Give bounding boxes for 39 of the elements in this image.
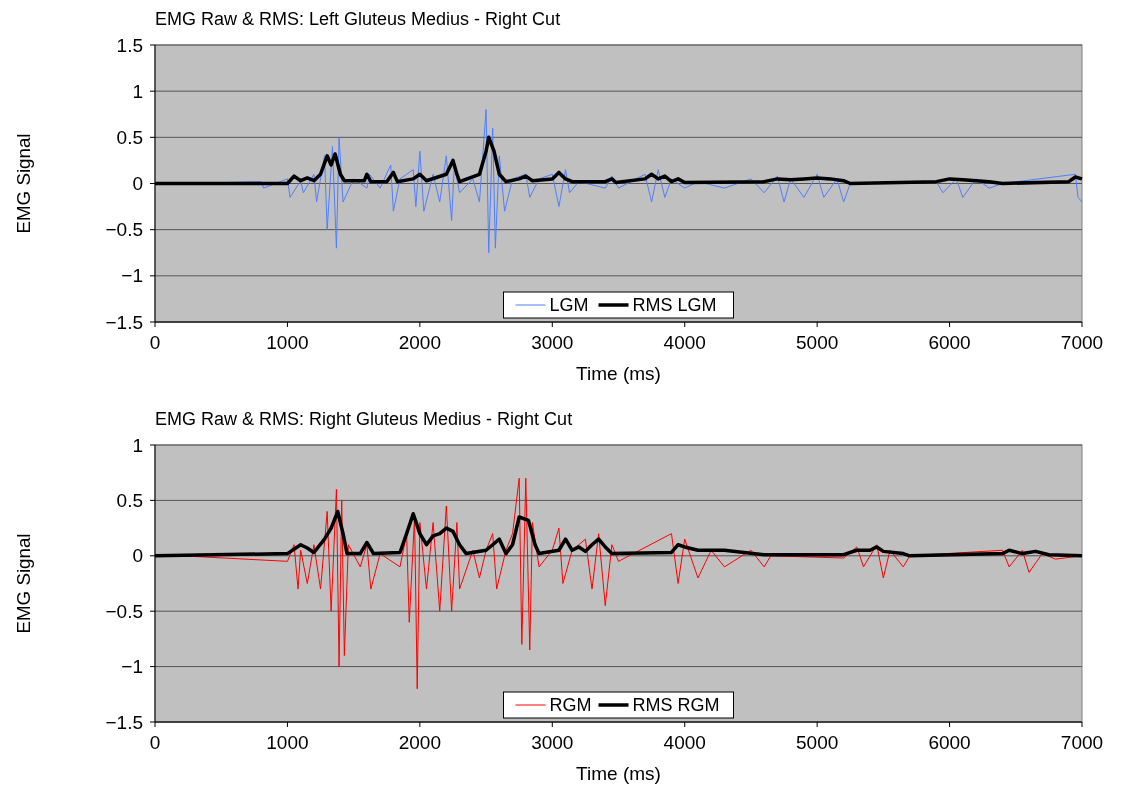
y-tick-label: 0: [132, 173, 143, 195]
y-tick-label: 0: [132, 545, 143, 567]
y-tick-label: 0.5: [116, 490, 143, 512]
y-axis-title: EMG Signal: [14, 133, 34, 234]
x-axis-title: Time (ms): [576, 763, 661, 784]
x-axis-title: Time (ms): [576, 363, 661, 384]
y-tick-label: −0.5: [105, 219, 143, 241]
legend-label: RMS LGM: [632, 295, 717, 316]
x-tick-label: 0: [149, 332, 161, 353]
y-tick-label: 1: [132, 80, 143, 102]
x-tick-label: 5000: [796, 332, 839, 353]
chart-title: EMG Raw & RMS: Left Gluteus Medius - Right Cut: [155, 9, 561, 29]
y-tick-label: 0.5: [116, 126, 143, 148]
legend-label: RMS RGM: [632, 695, 720, 716]
x-tick-label: 3000: [531, 332, 574, 353]
y-tick-label: 1: [132, 434, 143, 456]
x-tick-label: 6000: [928, 732, 971, 753]
x-tick-label: 4000: [663, 332, 706, 353]
x-tick-label: 6000: [928, 332, 971, 353]
chart-title: EMG Raw & RMS: Right Gluteus Medius - Right Cut: [155, 409, 573, 429]
x-tick-label: 0: [149, 732, 161, 753]
x-tick-label: 2000: [398, 332, 441, 353]
y-tick-label: −1: [121, 265, 143, 287]
x-tick-label: 5000: [796, 732, 839, 753]
x-tick-label: 2000: [398, 732, 441, 753]
x-tick-label: 4000: [663, 732, 706, 753]
y-axis-title: EMG Signal: [14, 533, 34, 634]
y-tick-label: 1.5: [116, 34, 143, 56]
x-tick-label: 1000: [266, 732, 309, 753]
y-tick-label: −0.5: [105, 600, 143, 622]
legend-label: RGM: [549, 695, 592, 716]
y-tick-label: −1: [121, 656, 143, 678]
x-tick-label: 7000: [1060, 332, 1104, 353]
x-tick-label: 1000: [266, 332, 309, 353]
y-tick-label: −1.5: [105, 711, 143, 733]
x-tick-label: 3000: [531, 732, 574, 753]
y-tick-label: −1.5: [105, 311, 143, 333]
x-tick-label: 7000: [1060, 732, 1104, 753]
legend-label: LGM: [549, 295, 589, 316]
